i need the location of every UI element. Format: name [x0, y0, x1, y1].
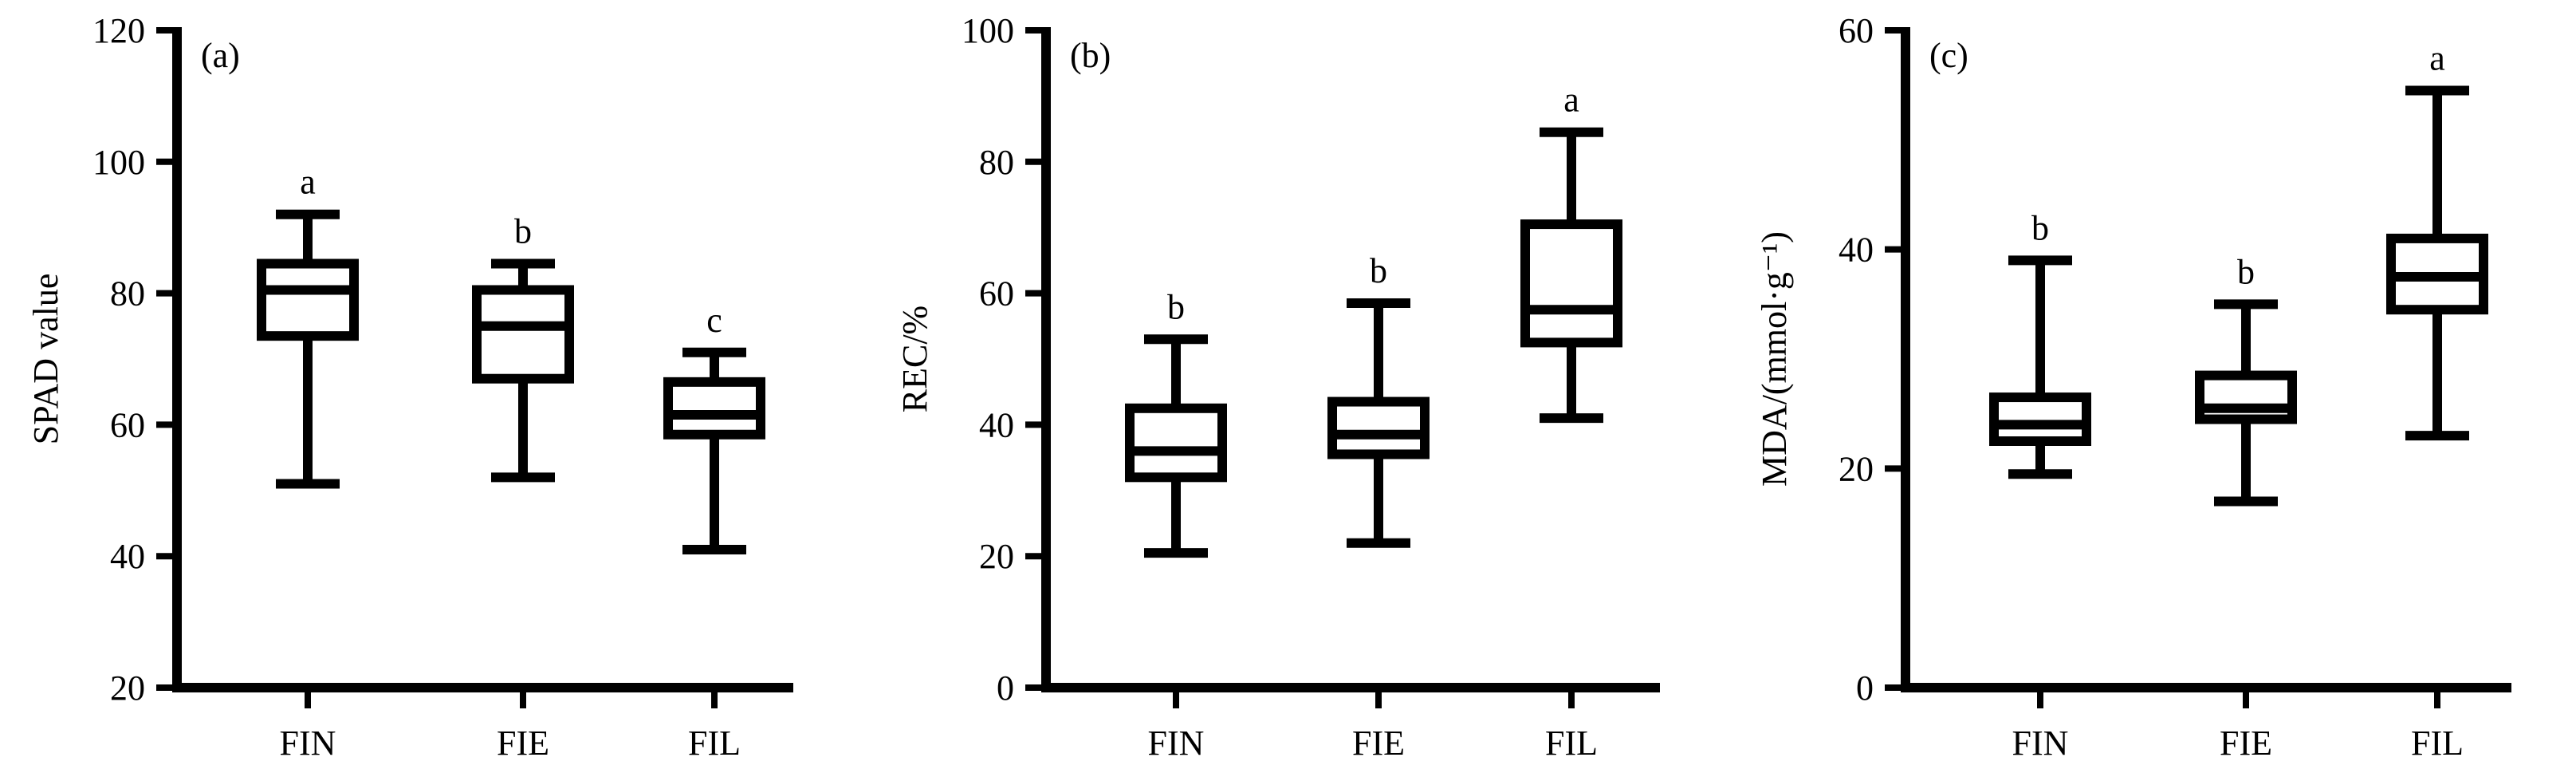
- panel-label: (b): [1070, 36, 1111, 75]
- y-tick-label: 20: [1839, 449, 1874, 488]
- y-axis-title: MDA/(mmol·g⁻¹): [1755, 231, 1794, 487]
- iqr-box: [257, 258, 359, 341]
- y-tick-label: 40: [110, 537, 145, 576]
- panel-label: (a): [201, 36, 240, 75]
- chart-panel-3: 0 20 40 60 MDA/(mmol·g⁻¹) (c) FIN FIE FIL b b a: [1755, 11, 2511, 763]
- y-tick-label: 20: [110, 668, 145, 708]
- iqr-box: [472, 285, 574, 384]
- box-fin: b: [1989, 208, 2091, 479]
- x-tick-label: FIN: [2012, 724, 2069, 763]
- y-tick-label: 40: [1839, 231, 1874, 270]
- y-axis-title: SPAD value: [26, 274, 65, 445]
- y-tick-label: 100: [92, 143, 145, 182]
- iqr-box: [1520, 219, 1622, 348]
- y-tick-label: 60: [110, 405, 145, 444]
- y-tick-label: 80: [110, 274, 145, 314]
- iqr-box: [1989, 392, 2091, 447]
- box-fie: b: [2195, 252, 2297, 507]
- significance-letter: b: [1370, 251, 1387, 290]
- iqr-box: [1125, 403, 1227, 483]
- x-tick-label: FIE: [497, 724, 549, 763]
- significance-letter: b: [514, 212, 532, 251]
- y-axis-title: REC/%: [895, 306, 934, 412]
- x-tick-label: FIN: [280, 724, 336, 763]
- y-tick-label: 80: [979, 143, 1014, 182]
- significance-letter: a: [300, 163, 316, 202]
- x-tick-label: FIL: [2411, 724, 2464, 763]
- x-tick-label: FIE: [2220, 724, 2272, 763]
- iqr-box: [1327, 396, 1430, 459]
- significance-letter: b: [1167, 287, 1185, 326]
- y-tick-label: 60: [979, 274, 1014, 314]
- chart-panel-1: 20 40 60 80 100 120 SPAD value (a) FIN FIE FIL a b c: [26, 11, 793, 763]
- box-fil: c: [663, 301, 765, 554]
- box-fin: b: [1125, 287, 1227, 558]
- significance-letter: c: [706, 301, 722, 340]
- y-tick-label: 20: [979, 537, 1014, 576]
- y-tick-label: 40: [979, 405, 1014, 444]
- y-tick-label: 0: [1856, 668, 1874, 708]
- x-tick-label: FIL: [688, 724, 741, 763]
- y-tick-label: 100: [962, 11, 1014, 50]
- x-tick-label: FIE: [1352, 724, 1405, 763]
- significance-letter: a: [1563, 81, 1579, 120]
- iqr-box: [663, 377, 765, 440]
- box-fin: a: [257, 163, 359, 489]
- x-tick-label: FIN: [1148, 724, 1205, 763]
- box-fie: b: [1327, 251, 1430, 548]
- y-tick-label: 120: [92, 11, 145, 50]
- y-tick-label: 0: [997, 668, 1014, 708]
- chart-panel-2: 0 20 40 60 80 100 REC/% (b) FIN FIE FIL b b a: [895, 11, 1660, 763]
- y-tick-label: 60: [1839, 11, 1874, 50]
- box-fil: a: [2386, 39, 2488, 441]
- box-fie: b: [472, 212, 574, 483]
- significance-letter: b: [2237, 252, 2255, 291]
- box-fil: a: [1520, 81, 1622, 424]
- significance-letter: a: [2429, 39, 2445, 78]
- significance-letter: b: [2031, 208, 2049, 247]
- x-tick-label: FIL: [1545, 724, 1598, 763]
- panel-label: (c): [1929, 36, 1968, 75]
